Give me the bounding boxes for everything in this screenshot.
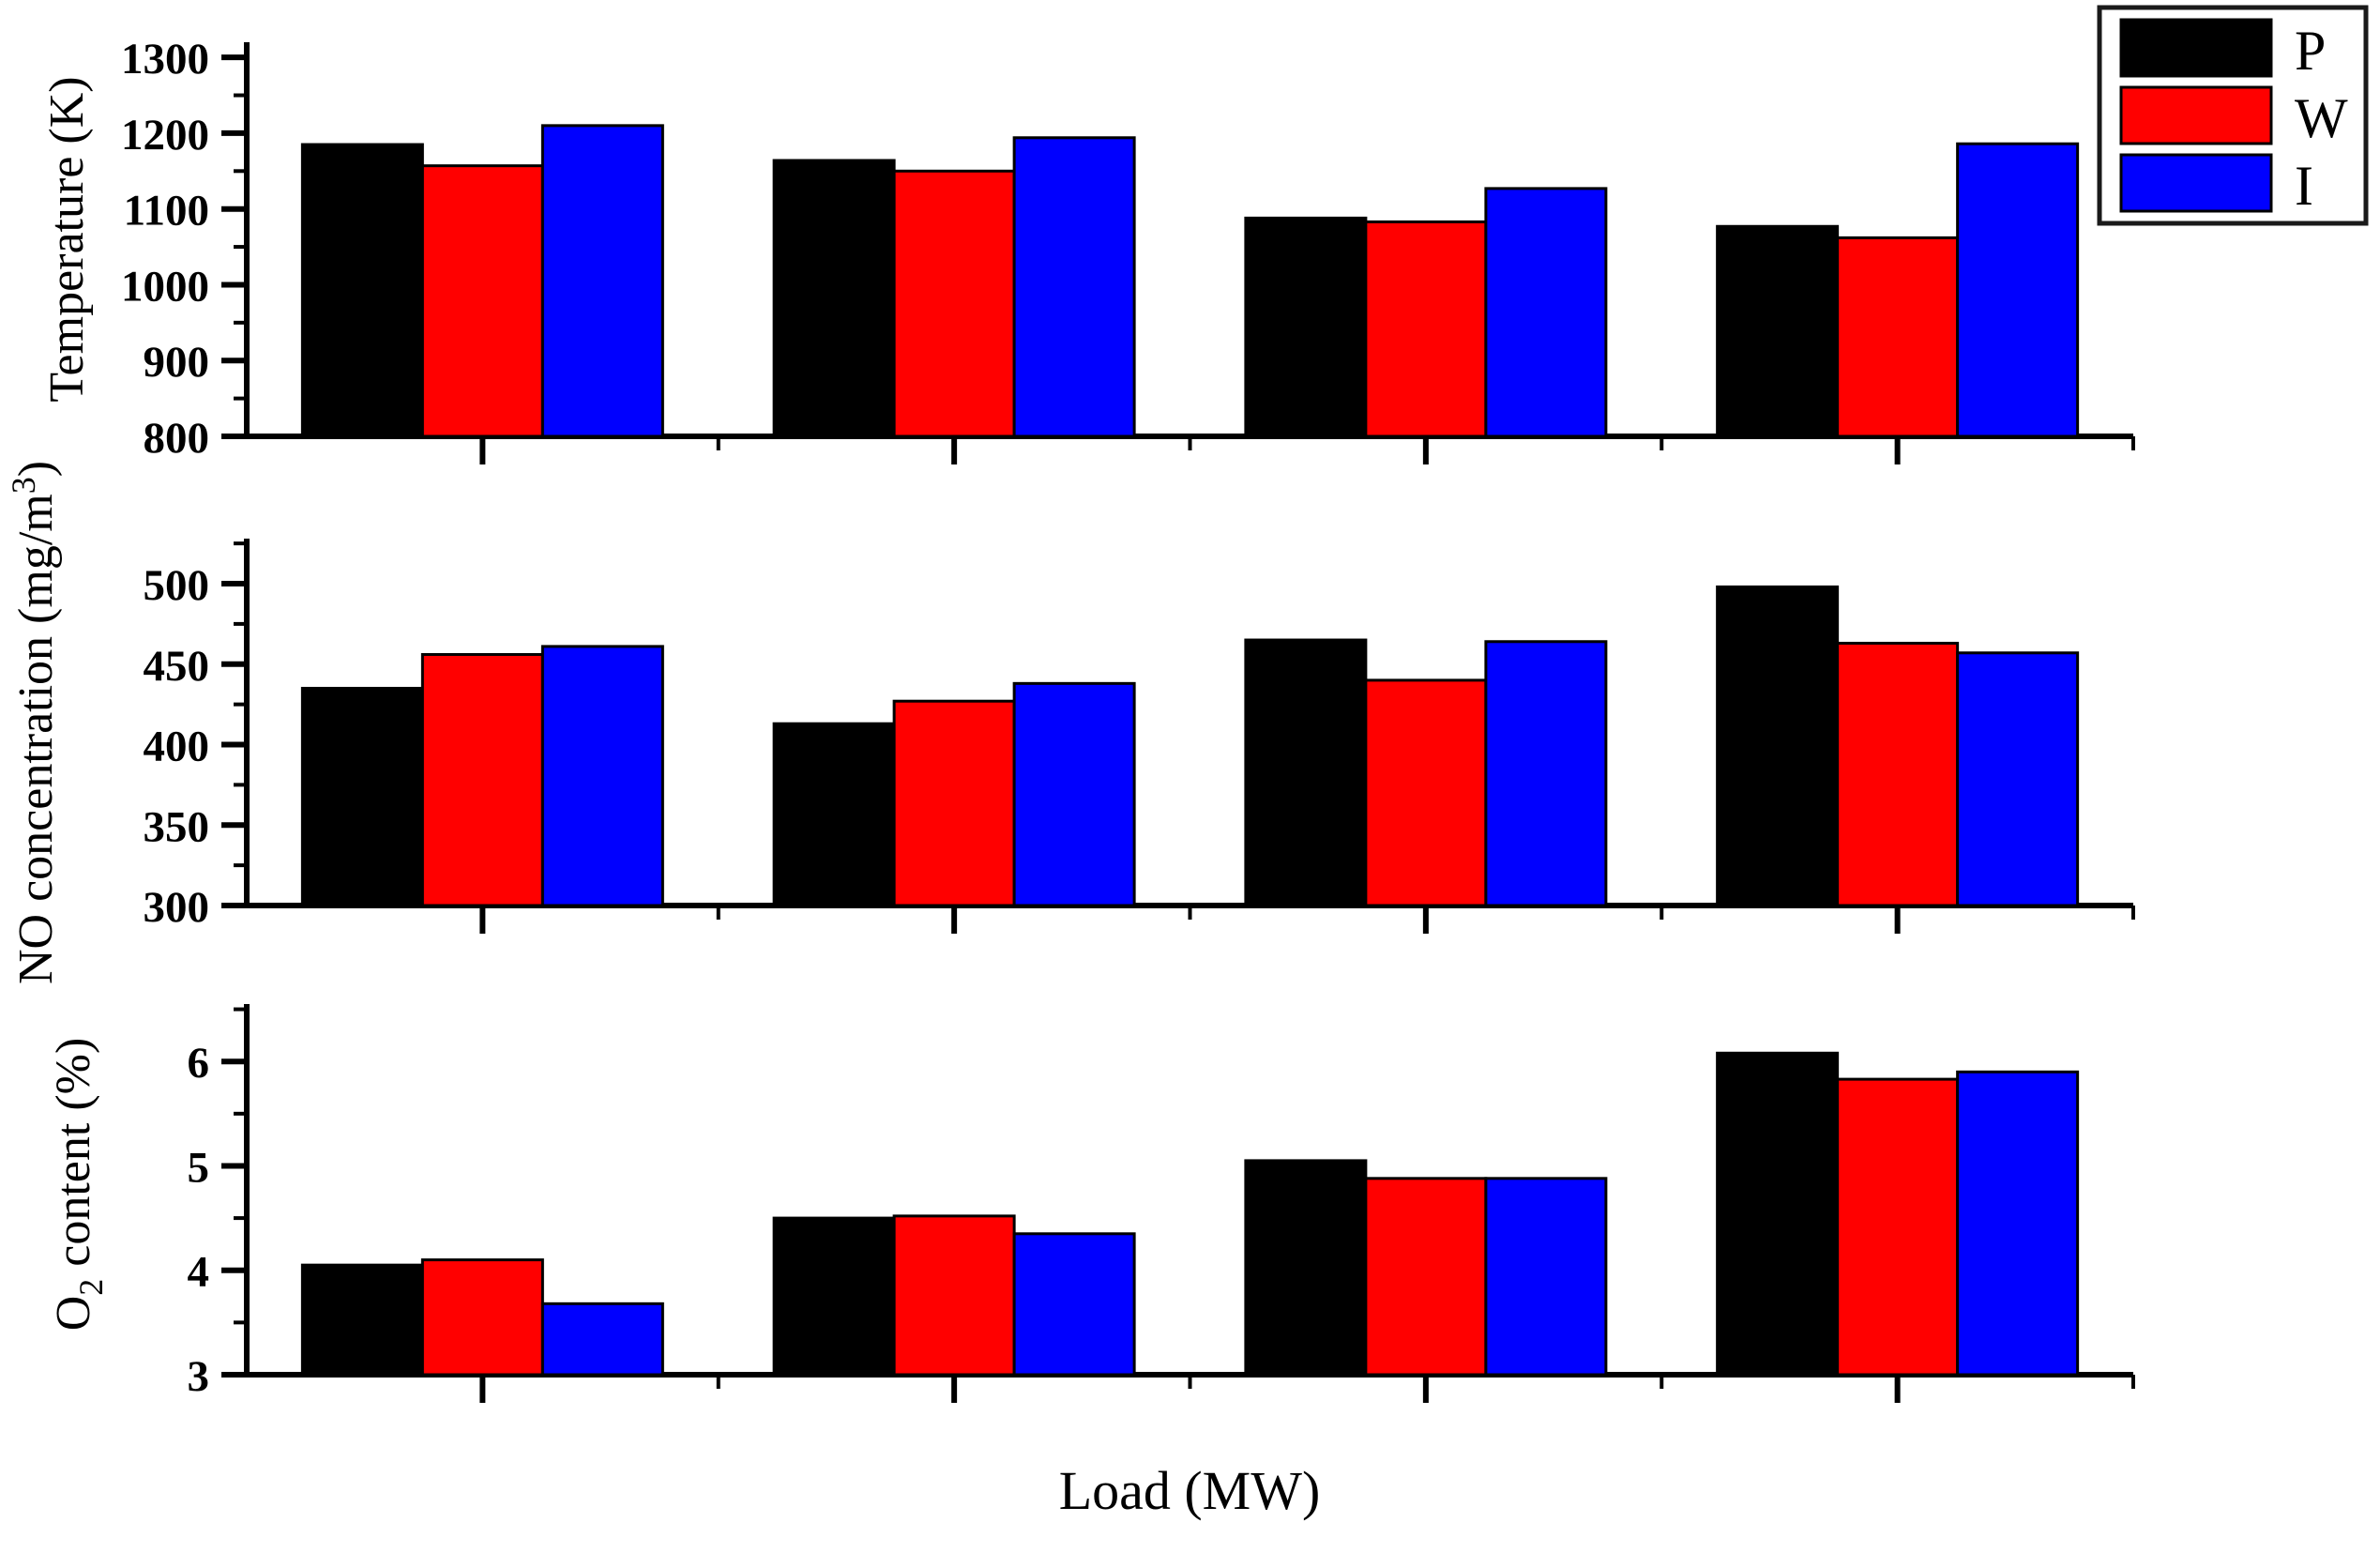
y-tick-label: 1300 bbox=[121, 35, 209, 84]
bar-I-group1 bbox=[540, 124, 664, 438]
bar-I-group4 bbox=[1956, 142, 2080, 438]
bar-W-group3 bbox=[1364, 678, 1488, 907]
bar-W-group4 bbox=[1836, 236, 1960, 438]
bar-P-group2 bbox=[772, 1216, 896, 1377]
legend: P W I bbox=[2097, 5, 2369, 226]
bar-I-group4 bbox=[1956, 651, 2080, 907]
bar-I-group1 bbox=[540, 645, 664, 907]
x-axis-title-load: Load (MW) bbox=[1059, 1460, 1321, 1521]
bar-I-group2 bbox=[1012, 136, 1136, 438]
y-tick-label: 1200 bbox=[121, 111, 209, 160]
bar-P-group2 bbox=[772, 722, 896, 907]
bar-W-group2 bbox=[892, 169, 1016, 438]
bar-W-group2 bbox=[892, 699, 1016, 907]
bar-I-group3 bbox=[1484, 1177, 1608, 1377]
bar-W-group4 bbox=[1836, 641, 1960, 907]
bar-I-group4 bbox=[1956, 1070, 2080, 1377]
y-tick-label: 900 bbox=[144, 338, 210, 387]
y-tick-label: 350 bbox=[144, 802, 210, 851]
y-tick-label: 1000 bbox=[121, 262, 209, 311]
panel-o2-content: 3 4 5 6 bbox=[188, 1004, 2135, 1403]
y-tick-label: 500 bbox=[144, 561, 210, 610]
bar-W-group1 bbox=[420, 164, 544, 438]
bar-W-group3 bbox=[1364, 1177, 1488, 1377]
y-tick-label: 3 bbox=[188, 1352, 210, 1401]
legend-label-W: W bbox=[2295, 87, 2348, 149]
bar-I-group3 bbox=[1484, 187, 1608, 438]
y-tick-label: 5 bbox=[188, 1143, 210, 1192]
y-tick-label: 450 bbox=[144, 642, 210, 691]
y-axis-title-no-concentration: NO concentration (mg/m3) bbox=[5, 461, 63, 984]
legend-swatch-W bbox=[2119, 85, 2273, 145]
y-axis-title-temperature: Temperature (K) bbox=[40, 76, 94, 402]
subplot-panels: 800 900 1000 1100 1200 1300 300 350 400 450 500 3 4 5… bbox=[121, 35, 2135, 1403]
legend-swatch-P bbox=[2119, 18, 2273, 78]
y-axis-title-o2-content: O2 content (%) bbox=[47, 1038, 110, 1332]
bar-W-group3 bbox=[1364, 220, 1488, 438]
bar-I-group2 bbox=[1012, 1232, 1136, 1377]
bar-W-group4 bbox=[1836, 1077, 1960, 1377]
bar-P-group3 bbox=[1244, 1159, 1368, 1377]
bar-P-group4 bbox=[1716, 224, 1840, 438]
bar-P-group4 bbox=[1716, 1051, 1840, 1377]
y-tick-label: 800 bbox=[144, 414, 210, 463]
bar-I-group3 bbox=[1484, 640, 1608, 907]
y-tick-label: 300 bbox=[144, 883, 210, 932]
legend-swatch-I bbox=[2119, 153, 2273, 213]
legend-label-P: P bbox=[2295, 20, 2326, 82]
bar-I-group1 bbox=[540, 1302, 664, 1377]
y-tick-label: 6 bbox=[188, 1039, 210, 1088]
bar-P-group4 bbox=[1716, 585, 1840, 907]
panel-temperature: 800 900 1000 1100 1200 1300 bbox=[121, 35, 2135, 464]
bar-W-group1 bbox=[420, 1258, 544, 1377]
bar-P-group3 bbox=[1244, 216, 1368, 438]
y-tick-label: 4 bbox=[188, 1248, 210, 1297]
y-tick-label: 1100 bbox=[124, 187, 209, 236]
y-tick-label: 400 bbox=[144, 723, 210, 771]
bar-W-group2 bbox=[892, 1214, 1016, 1377]
bar-W-group1 bbox=[420, 652, 544, 907]
bar-P-group1 bbox=[300, 1263, 424, 1377]
bar-I-group2 bbox=[1012, 681, 1136, 907]
panel-no-concentration: 300 350 400 450 500 bbox=[144, 539, 2135, 934]
legend-label-I: I bbox=[2295, 155, 2313, 217]
bar-P-group1 bbox=[300, 143, 424, 438]
bar-P-group2 bbox=[772, 159, 896, 438]
bar-P-group3 bbox=[1244, 638, 1368, 907]
bar-P-group1 bbox=[300, 686, 424, 907]
